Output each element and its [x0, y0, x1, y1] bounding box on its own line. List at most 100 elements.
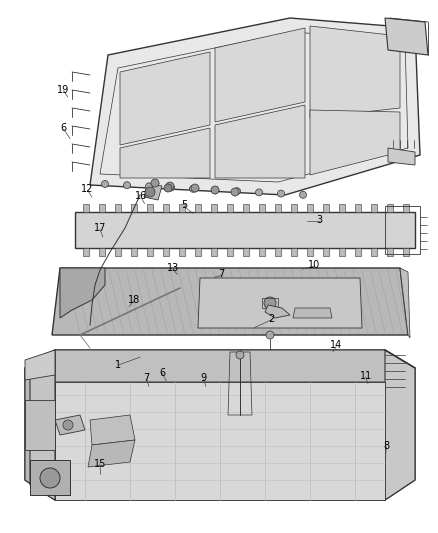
Circle shape — [236, 351, 244, 359]
Circle shape — [167, 184, 174, 191]
Polygon shape — [388, 148, 415, 165]
Polygon shape — [163, 248, 169, 256]
Polygon shape — [90, 415, 135, 445]
Circle shape — [102, 181, 109, 188]
Polygon shape — [243, 248, 249, 256]
Polygon shape — [99, 204, 105, 212]
Polygon shape — [291, 248, 297, 256]
Polygon shape — [179, 204, 185, 212]
Polygon shape — [371, 204, 377, 212]
Polygon shape — [275, 204, 281, 212]
Polygon shape — [339, 204, 345, 212]
Polygon shape — [265, 305, 290, 318]
Text: 6: 6 — [159, 368, 165, 378]
Text: 14: 14 — [330, 341, 343, 350]
Polygon shape — [83, 204, 89, 212]
Polygon shape — [163, 204, 169, 212]
Polygon shape — [55, 415, 85, 435]
Circle shape — [266, 331, 274, 339]
Polygon shape — [99, 248, 105, 256]
Text: 18: 18 — [127, 295, 140, 305]
Text: 5: 5 — [181, 200, 187, 210]
Polygon shape — [147, 204, 153, 212]
Polygon shape — [90, 18, 420, 195]
Circle shape — [63, 420, 73, 430]
Circle shape — [264, 297, 276, 309]
Text: 8: 8 — [383, 441, 389, 450]
Circle shape — [191, 184, 199, 192]
Polygon shape — [403, 248, 409, 256]
Circle shape — [145, 183, 152, 190]
Circle shape — [40, 468, 60, 488]
Polygon shape — [120, 128, 210, 178]
Polygon shape — [115, 204, 121, 212]
Polygon shape — [275, 248, 281, 256]
Text: 7: 7 — [144, 374, 150, 383]
Polygon shape — [25, 350, 415, 382]
Circle shape — [211, 186, 219, 194]
Polygon shape — [115, 248, 121, 256]
Polygon shape — [293, 308, 332, 318]
Circle shape — [190, 185, 197, 192]
Polygon shape — [120, 52, 210, 145]
Polygon shape — [25, 400, 55, 450]
Circle shape — [124, 182, 131, 189]
Text: 10: 10 — [308, 260, 321, 270]
Polygon shape — [25, 350, 55, 500]
Polygon shape — [60, 268, 105, 318]
Polygon shape — [387, 248, 393, 256]
Circle shape — [151, 179, 159, 187]
Polygon shape — [211, 248, 217, 256]
Polygon shape — [323, 204, 329, 212]
Polygon shape — [385, 350, 415, 500]
Text: 13: 13 — [167, 263, 179, 273]
Text: 6: 6 — [60, 123, 67, 133]
Text: 7: 7 — [218, 270, 224, 279]
Circle shape — [231, 188, 239, 196]
Polygon shape — [259, 204, 265, 212]
Polygon shape — [198, 278, 362, 328]
Polygon shape — [387, 204, 393, 212]
Polygon shape — [131, 204, 137, 212]
Circle shape — [278, 190, 285, 197]
Circle shape — [255, 189, 262, 196]
Polygon shape — [211, 204, 217, 212]
Circle shape — [300, 191, 307, 198]
Text: 3: 3 — [317, 215, 323, 225]
Polygon shape — [355, 248, 361, 256]
Polygon shape — [259, 248, 265, 256]
Text: 12: 12 — [81, 184, 94, 194]
Polygon shape — [243, 204, 249, 212]
Polygon shape — [30, 350, 55, 500]
Circle shape — [233, 188, 240, 195]
Polygon shape — [195, 204, 201, 212]
Polygon shape — [227, 248, 233, 256]
Polygon shape — [371, 248, 377, 256]
Polygon shape — [307, 204, 313, 212]
Polygon shape — [339, 248, 345, 256]
Text: 17: 17 — [94, 223, 106, 233]
Polygon shape — [144, 183, 162, 200]
Text: 16: 16 — [135, 191, 147, 201]
Polygon shape — [307, 248, 313, 256]
Polygon shape — [355, 204, 361, 212]
Polygon shape — [215, 28, 305, 122]
Polygon shape — [310, 26, 400, 118]
Text: 15: 15 — [94, 459, 106, 469]
Polygon shape — [88, 440, 135, 467]
Polygon shape — [147, 248, 153, 256]
Text: 9: 9 — [201, 374, 207, 383]
Polygon shape — [403, 204, 409, 212]
Polygon shape — [227, 204, 233, 212]
Polygon shape — [52, 268, 408, 335]
Polygon shape — [131, 248, 137, 256]
Circle shape — [166, 182, 174, 190]
Polygon shape — [179, 248, 185, 256]
Polygon shape — [83, 248, 89, 256]
Circle shape — [212, 187, 219, 193]
Polygon shape — [75, 212, 415, 248]
Text: 19: 19 — [57, 85, 70, 94]
Circle shape — [145, 187, 155, 197]
Polygon shape — [55, 382, 385, 500]
Polygon shape — [385, 18, 428, 55]
